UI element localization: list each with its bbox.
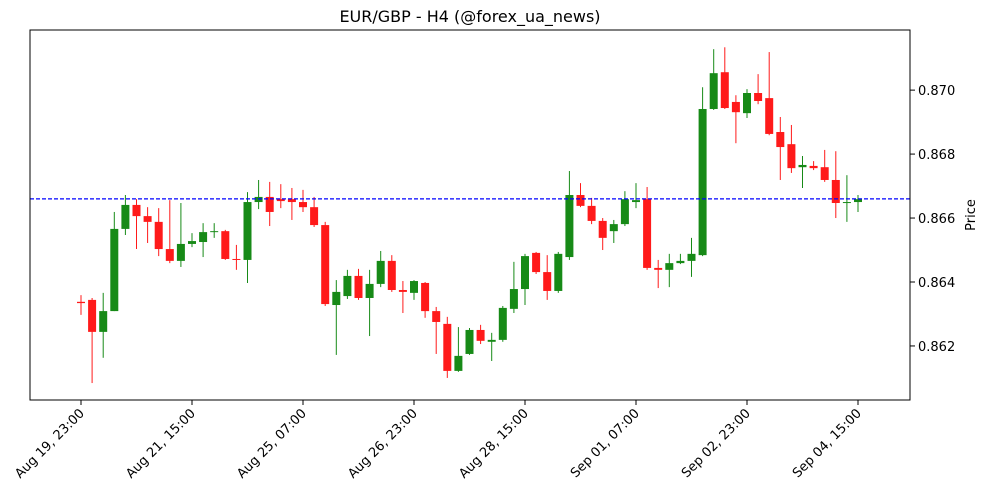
candle-body	[854, 199, 862, 203]
candle-body	[743, 92, 751, 114]
candle-body	[77, 301, 85, 304]
candle-body	[532, 252, 541, 273]
candle-body	[709, 73, 718, 109]
candle-body	[565, 195, 574, 258]
candle-body	[465, 329, 474, 354]
candle-body	[410, 281, 418, 293]
candle-body	[299, 202, 307, 208]
y-tick-label: 0.866	[918, 212, 955, 227]
candle-body	[254, 196, 263, 203]
candle-body	[787, 144, 796, 169]
candle-body	[632, 200, 640, 203]
candle-body	[554, 253, 563, 291]
candle-body	[99, 311, 108, 332]
candle-body	[432, 311, 441, 322]
candle-body	[265, 196, 274, 212]
candle-body	[842, 202, 851, 204]
candle-body	[620, 199, 629, 225]
candle-body	[587, 205, 596, 221]
y-tick-label: 0.862	[918, 340, 955, 355]
chart-title: EUR/GBP - H4 (@forex_ua_news)	[339, 7, 600, 27]
candle-body	[720, 72, 729, 109]
candle-body	[88, 299, 97, 332]
candle-body	[132, 204, 141, 217]
candle-body	[165, 249, 174, 261]
candle-body	[243, 202, 252, 260]
candle-body	[498, 307, 507, 340]
candle-body	[221, 231, 230, 259]
candle-body	[276, 199, 285, 202]
candle-body	[343, 275, 352, 297]
candle-body	[598, 220, 607, 238]
y-axis-label: Price	[964, 199, 979, 231]
candle-body	[731, 101, 740, 113]
candle-body	[487, 339, 496, 342]
candle-body	[831, 179, 840, 204]
candle-body	[232, 258, 241, 260]
candle-body	[354, 275, 363, 298]
candle-body	[387, 260, 396, 290]
candle-body	[543, 272, 552, 291]
candle-body	[665, 263, 674, 270]
candle-body	[454, 355, 463, 371]
y-tick-label: 0.870	[918, 84, 955, 99]
candle-body	[687, 253, 696, 261]
y-tick-label: 0.864	[918, 276, 955, 291]
candle-body	[676, 260, 685, 264]
candle-body	[509, 289, 518, 309]
candle-body	[776, 132, 785, 148]
candle-body	[809, 165, 818, 169]
candle-body	[798, 164, 807, 168]
candle-body	[476, 329, 485, 341]
candle-body	[398, 289, 407, 292]
y-tick-label: 0.868	[918, 148, 955, 163]
candle-body	[287, 199, 296, 203]
candle-body	[609, 224, 618, 232]
plot-frame	[29, 29, 911, 401]
candle-body	[143, 216, 152, 222]
candle-body	[332, 291, 341, 306]
candle-body	[321, 225, 330, 305]
candle-body	[765, 98, 774, 134]
candle-body	[210, 231, 219, 233]
candle-body	[188, 241, 196, 244]
candle-body	[576, 195, 585, 206]
candle-body	[110, 228, 119, 312]
candle-body	[365, 283, 374, 298]
candle-body	[154, 221, 163, 250]
candle-body	[654, 267, 663, 270]
candle-body	[421, 282, 430, 312]
candle-body	[754, 92, 763, 101]
candle-body	[698, 108, 707, 256]
candle-body	[443, 323, 452, 371]
candle-body	[820, 167, 829, 180]
candle-body	[521, 256, 529, 290]
candle-body	[176, 243, 185, 261]
candle-body	[310, 207, 319, 226]
candle-body	[121, 204, 130, 229]
candle-body	[643, 199, 652, 268]
candle-body	[199, 232, 208, 243]
candle-body	[376, 260, 385, 284]
